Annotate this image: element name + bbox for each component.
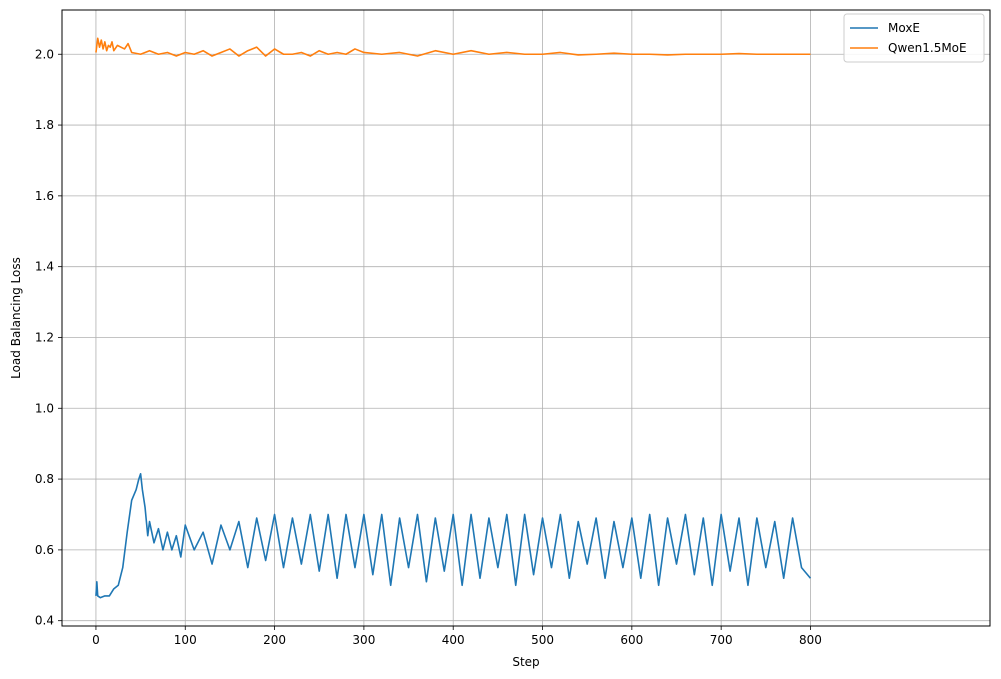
x-tick-label: 100 [174,633,197,647]
series-group [95,37,812,599]
y-tick-label: 1.8 [35,118,54,132]
x-tick-label: 400 [442,633,465,647]
y-axis-ticks: 0.4 0.6 0.8 1.0 1.2 1.4 1.6 1.8 2.0 [35,47,62,628]
y-tick-label: 1.6 [35,189,54,203]
x-tick-label: 700 [710,633,733,647]
x-axis-ticks: 0 100 200 300 400 500 600 700 800 [92,626,822,647]
plot-frame [61,9,991,627]
y-tick-label: 2.0 [35,47,54,61]
legend-label: Qwen1.5MoE [888,41,967,55]
y-tick-label: 0.4 [35,614,54,628]
x-tick-label: 500 [531,633,554,647]
x-tick-label: 600 [620,633,643,647]
series-line-1 [95,37,811,57]
legend-label: MoxE [888,21,920,35]
y-axis-label: Load Balancing Loss [9,257,23,379]
x-tick-label: 200 [263,633,286,647]
y-tick-label: 1.4 [35,260,54,274]
legend-box [843,13,985,63]
x-axis-label: Step [512,655,539,669]
y-tick-label: 1.0 [35,401,54,415]
x-tick-label: 800 [799,633,822,647]
legend: MoxE Qwen1.5MoE [843,13,985,63]
x-tick-label: 0 [92,633,100,647]
y-tick-label: 0.6 [35,543,54,557]
x-tick-label: 300 [352,633,375,647]
y-tick-label: 1.2 [35,330,54,344]
series-line-0 [95,472,812,599]
y-tick-label: 0.8 [35,472,54,486]
